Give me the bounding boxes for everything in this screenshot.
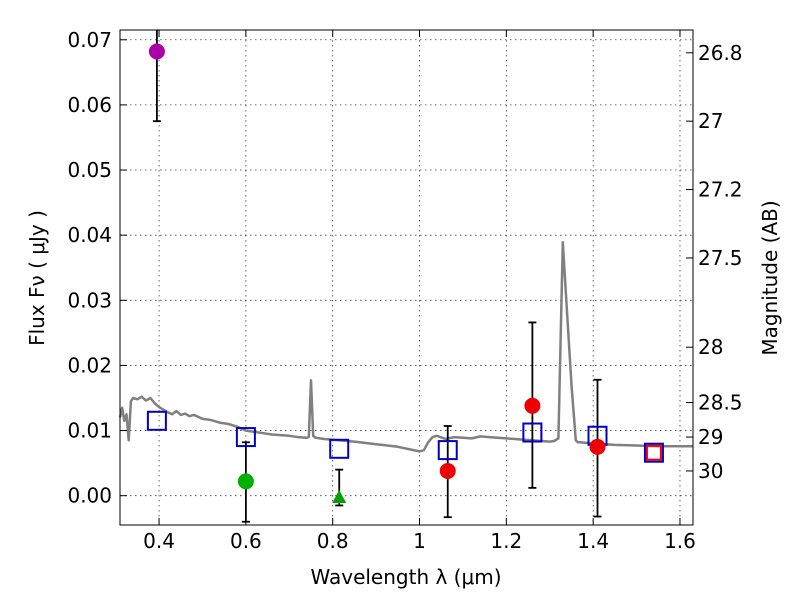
y-tick-label: 0.04 (67, 223, 112, 247)
data-point-square (522, 422, 543, 443)
y-tick-label: 0.01 (67, 419, 112, 443)
x-axis-title: Wavelength λ (μm) (310, 565, 501, 589)
x-tick-label: 0.4 (143, 529, 175, 553)
grid (120, 30, 693, 525)
plot-area (118, 30, 693, 523)
data-point-circle (148, 43, 165, 60)
data-point-circle (589, 438, 606, 455)
data-point-square (329, 438, 350, 459)
y-tick-label: 0.03 (67, 288, 112, 312)
y-right-tick-label: 27.5 (698, 246, 743, 270)
y-right-tick-label: 26.8 (698, 41, 743, 65)
model-spectrum-line (118, 241, 693, 453)
data-point-circle (524, 397, 541, 414)
y-right-tick-label: 30 (698, 459, 723, 483)
data-point-square (146, 410, 167, 431)
x-tick-label: 0.6 (230, 529, 262, 553)
y-right-tick-label: 28 (698, 335, 723, 359)
x-tick-label: 1.6 (664, 529, 696, 553)
data-point-square (235, 427, 256, 448)
y-axis-right-title: Magnitude (AB) (758, 200, 782, 355)
y-right-tick-label: 27 (698, 109, 723, 133)
y-axis-left: 0.00 0.01 0.02 0.03 0.04 0.05 0.06 0.07 (67, 28, 127, 508)
y-tick-label: 0.06 (67, 93, 112, 117)
x-tick-label: 1.4 (577, 529, 609, 553)
x-tick-label: 1.2 (490, 529, 522, 553)
data-point-circle (237, 473, 254, 490)
data-point-circle (439, 462, 456, 479)
data-point-square (437, 440, 458, 461)
x-tick-label: 1 (413, 529, 426, 553)
y-tick-label: 0.00 (67, 484, 112, 508)
x-tick-label: 0.8 (317, 529, 349, 553)
data-point-square (645, 444, 662, 461)
y-right-tick-label: 28.5 (698, 391, 743, 415)
data-point-triangle (332, 489, 347, 503)
y-tick-label: 0.05 (67, 158, 112, 182)
y-tick-label: 0.07 (67, 28, 112, 52)
y-right-tick-label: 27.2 (698, 178, 743, 202)
data-point-square (643, 442, 664, 463)
y-axis-title: Flux Fν ( μJy ) (25, 210, 49, 346)
x-axis: 0.4 0.6 0.8 1 1.2 1.4 1.6 (143, 30, 696, 553)
y-axis-right: 26.8 27 27.2 27.5 28 28.5 29 30 (686, 41, 743, 483)
plot-frame (119, 29, 694, 526)
y-right-tick-label: 29 (698, 425, 723, 449)
y-tick-label: 0.02 (67, 353, 112, 377)
